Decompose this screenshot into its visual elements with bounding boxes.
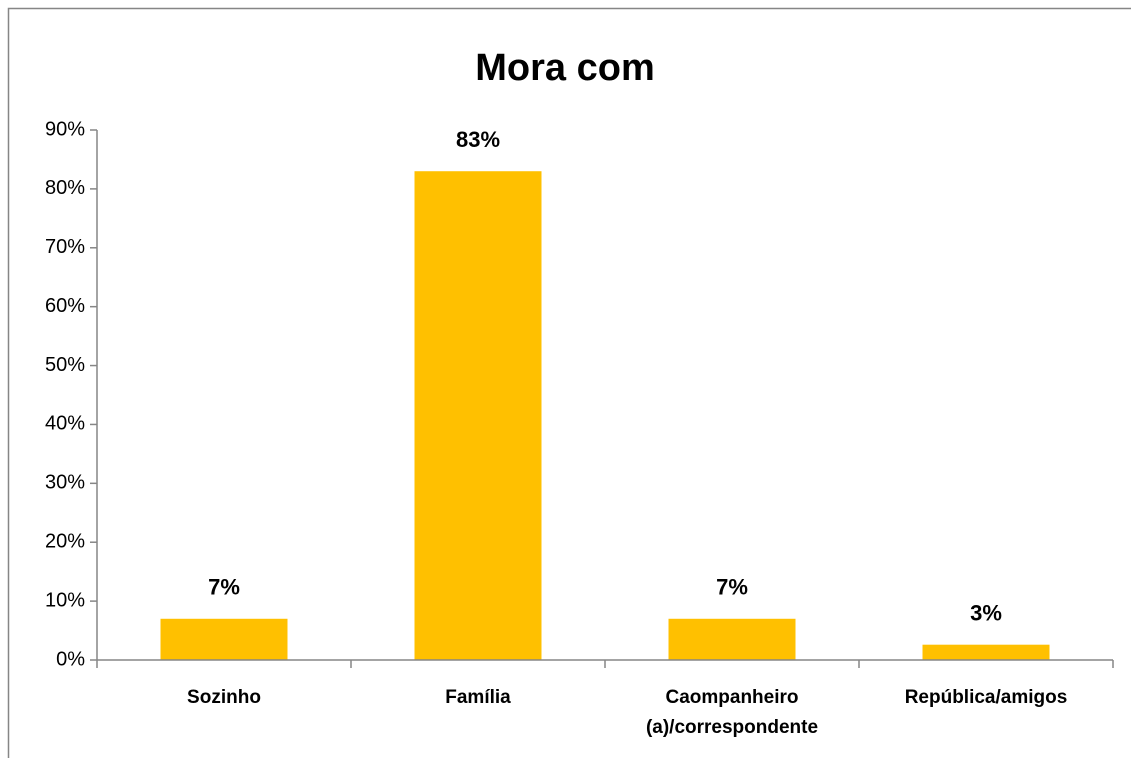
data-label: 3% (970, 601, 1002, 626)
data-label: 7% (716, 575, 748, 600)
y-tick-label: 0% (56, 648, 85, 670)
y-tick-label: 20% (45, 531, 85, 553)
bar (160, 618, 288, 660)
y-tick-label: 50% (45, 354, 85, 376)
y-tick-label: 40% (45, 413, 85, 435)
y-tick-label: 60% (45, 295, 85, 317)
x-tick-label: Sozinho (187, 687, 261, 708)
bar (922, 644, 1050, 660)
y-tick-label: 10% (45, 589, 85, 611)
y-tick-label: 70% (45, 236, 85, 258)
y-tick-label: 80% (45, 177, 85, 199)
y-tick-label: 90% (45, 118, 85, 140)
chart-title: Mora com (475, 47, 654, 89)
data-label: 83% (456, 127, 500, 152)
x-tick-label: Caompanheiro (a)/correspondente (645, 687, 819, 738)
x-tick-label: República/amigos (904, 687, 1068, 708)
bar (668, 618, 796, 660)
x-tick-label: Família (445, 687, 511, 708)
bar (414, 171, 542, 660)
data-label: 7% (208, 575, 240, 600)
y-tick-label: 30% (45, 472, 85, 494)
chart-border (7, 7, 1131, 758)
